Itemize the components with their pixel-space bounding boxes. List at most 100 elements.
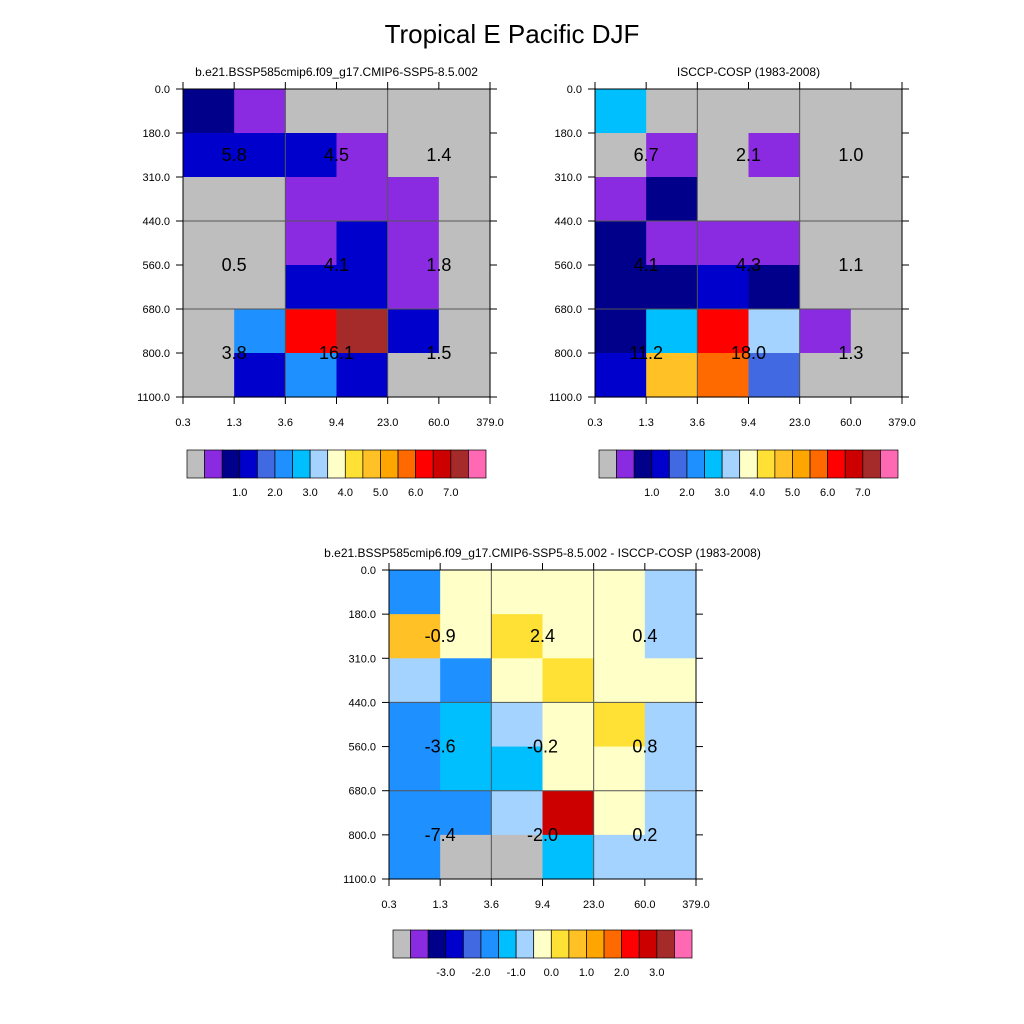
y-tick-label: 0.0 <box>567 84 582 96</box>
colorbar-label: 7.0 <box>855 487 870 499</box>
heatmap-cell <box>595 265 647 310</box>
box-sum-label: 4.5 <box>324 145 349 165</box>
box-sum-label: 4.1 <box>324 255 349 275</box>
colorbar-swatch <box>463 929 482 959</box>
colorbar-swatch <box>792 449 811 479</box>
heatmap-cell <box>387 177 440 222</box>
box-sum-label: 1.0 <box>838 145 863 165</box>
heatmap-cell <box>593 746 646 792</box>
box-sum-label: 11.2 <box>629 343 663 363</box>
heatmap-cell <box>440 658 492 704</box>
colorbar-swatch <box>274 449 293 479</box>
heatmap-cell <box>595 221 647 266</box>
heatmap-cell <box>644 570 697 615</box>
x-tick-label: 9.4 <box>741 417 756 429</box>
colorbar-swatch <box>633 449 653 479</box>
y-tick-label: 310.0 <box>142 172 170 184</box>
heatmap-cell <box>491 614 544 659</box>
colorbar-swatch <box>674 929 693 959</box>
heatmap-cell <box>542 614 595 659</box>
colorbar-label: 6.0 <box>408 487 423 499</box>
x-tick-label: 0.3 <box>175 417 190 429</box>
heatmap-cell <box>748 133 801 178</box>
colorbar-label: 3.0 <box>302 487 317 499</box>
colorbar-label: 5.0 <box>373 487 388 499</box>
x-tick-label: 9.4 <box>329 417 344 429</box>
heatmap-cell <box>183 353 235 398</box>
heatmap-cell <box>183 221 235 266</box>
heatmap-cell <box>646 221 698 266</box>
colorbar-label: 1.0 <box>579 967 594 979</box>
x-tick-label: 3.6 <box>278 417 293 429</box>
colorbar-swatch <box>380 449 399 479</box>
colorbar-label: -2.0 <box>471 967 490 979</box>
box-sum-label: 0.2 <box>632 825 657 845</box>
heatmap-cell <box>644 746 697 792</box>
y-tick-label: 800.0 <box>554 348 582 360</box>
heatmap-cell <box>748 177 801 222</box>
y-tick-label: 560.0 <box>554 260 582 272</box>
heatmap-cell <box>799 221 852 266</box>
x-tick-label: 379.0 <box>682 899 710 911</box>
colorbar-swatch <box>327 449 346 479</box>
heatmap-cell <box>440 834 492 880</box>
heatmap-cell <box>440 614 492 659</box>
heatmap-cell <box>491 790 544 836</box>
colorbar-swatch <box>498 929 517 959</box>
colorbar-label: -1.0 <box>507 967 526 979</box>
y-tick-label: 560.0 <box>348 742 376 754</box>
colorbar-swatch <box>221 449 241 479</box>
heatmap-cell <box>234 89 286 134</box>
heatmap-cell <box>697 309 750 354</box>
colorbar-swatch <box>844 449 864 479</box>
heatmap-cell <box>644 658 697 704</box>
heatmap-cell <box>850 177 903 222</box>
heatmap-cell <box>438 133 491 178</box>
colorbar-swatch <box>880 449 899 479</box>
heatmap-cell <box>644 834 697 880</box>
box-sum-label: 3.8 <box>222 343 247 363</box>
heatmap-cell <box>387 353 440 398</box>
heatmap-cell <box>285 221 338 266</box>
heatmap-cell <box>644 702 697 748</box>
colorbar-swatch <box>656 929 675 959</box>
colorbar-swatch <box>621 929 640 959</box>
heatmap-cell <box>646 177 698 222</box>
heatmap-cell <box>183 265 235 310</box>
heatmap-cell <box>595 353 647 398</box>
colorbar-swatch <box>239 449 258 479</box>
x-tick-label: 1.3 <box>227 417 242 429</box>
heatmap-cell <box>387 89 440 134</box>
y-tick-label: 800.0 <box>348 830 376 842</box>
box-sum-label: 18.0 <box>731 343 766 363</box>
heatmap-cell <box>440 790 492 836</box>
colorbar-label: 1.0 <box>232 487 247 499</box>
x-tick-label: 379.0 <box>476 417 504 429</box>
colorbar-swatch <box>397 449 416 479</box>
heatmap-cell <box>491 570 544 615</box>
x-tick-label: 9.4 <box>535 899 550 911</box>
box-sum-label: 1.8 <box>426 255 451 275</box>
box-sum-label: 2.4 <box>530 626 555 646</box>
colorbar-label: 2.0 <box>679 487 694 499</box>
colorbar-swatch <box>468 449 487 479</box>
heatmap-cell <box>285 177 338 222</box>
box-sum-label: -0.2 <box>527 737 558 757</box>
heatmap-cell <box>595 177 647 222</box>
heatmap-cell <box>234 221 286 266</box>
x-tick-label: 3.6 <box>690 417 705 429</box>
y-tick-label: 180.0 <box>554 128 582 140</box>
y-tick-label: 310.0 <box>348 653 376 665</box>
heatmap-cell <box>646 353 698 398</box>
heatmap-cell <box>234 353 286 398</box>
heatmap-cell <box>234 177 286 222</box>
panel-observation: ISCCP-COSP (1983-2008) 0.3 1.3 3.6 9.4 23.0 60… <box>549 65 916 499</box>
box-sum-label: 5.8 <box>222 145 247 165</box>
heatmap-cell <box>593 702 646 748</box>
heatmap-cell <box>438 309 491 354</box>
colorbar-label: 7.0 <box>443 487 458 499</box>
panel-title: ISCCP-COSP (1983-2008) <box>677 65 820 79</box>
box-sum-label: 1.1 <box>838 255 863 275</box>
y-tick-label: 440.0 <box>554 216 582 228</box>
